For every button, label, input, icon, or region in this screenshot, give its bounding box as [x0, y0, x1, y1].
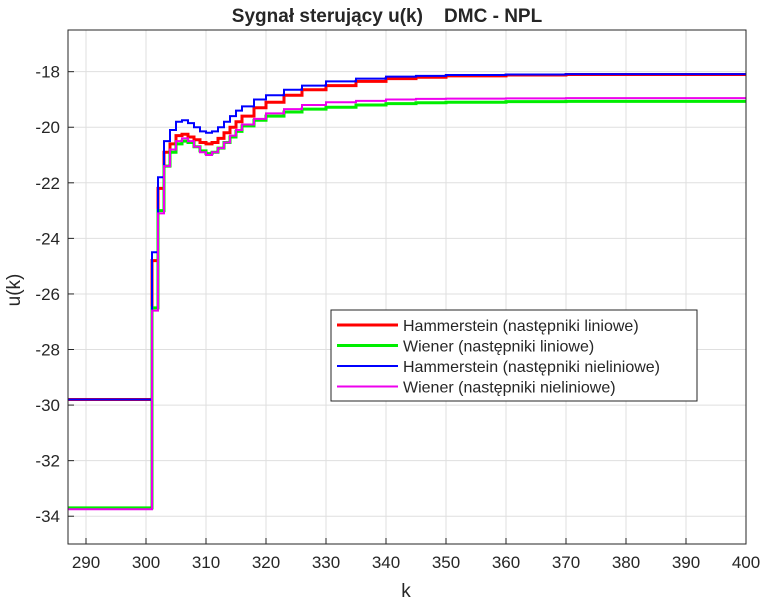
series-line-4 [68, 97, 746, 511]
y-tick-label: -22 [35, 174, 60, 193]
y-tick-label: -32 [35, 452, 60, 471]
x-tick-label: 290 [72, 553, 100, 572]
x-tick-label: 380 [612, 553, 640, 572]
x-tick-label: 330 [312, 553, 340, 572]
axes-frame [67, 29, 747, 545]
y-tick-label: -34 [35, 507, 60, 526]
series-line-1 [68, 72, 746, 402]
y-axis-label: u(k) [4, 274, 25, 307]
y-tick-label: -26 [35, 285, 60, 304]
plot-area [67, 29, 747, 545]
y-tick-label: -28 [35, 341, 60, 360]
x-tick-label: 350 [432, 553, 460, 572]
x-tick-label: 310 [192, 553, 220, 572]
x-tick-label: 390 [672, 553, 700, 572]
axes-box [67, 29, 747, 545]
x-tick-label: 300 [132, 553, 160, 572]
x-tick-label: 320 [252, 553, 280, 572]
legend-label-3: Hammerstein (następniki nieliniowe) [403, 359, 660, 376]
y-tick-label: -20 [35, 118, 60, 137]
x-tick-label: 340 [372, 553, 400, 572]
legend-label-4: Wiener (następniki nieliniowe) [403, 380, 616, 397]
legend-label-2: Wiener (następniki liniowe) [403, 339, 594, 356]
x-tick-label: 370 [552, 553, 580, 572]
x-tick-label: 400 [732, 553, 760, 572]
series-line-3 [68, 73, 746, 401]
legend-label-1: Hammerstein (następniki liniowe) [403, 318, 639, 335]
x-tick-label: 360 [492, 553, 520, 572]
series-layer [68, 72, 746, 511]
y-tick-label: -30 [35, 396, 60, 415]
legend: Hammerstein (następniki liniowe) Wiener (… [330, 309, 698, 402]
x-axis-label: k [401, 581, 411, 602]
chart-title: Sygnał sterujący u(k) DMC - NPL [232, 6, 543, 27]
y-tick-labels: -34 -32 -30 -28 -26 -24 -22 -20 -18 [35, 63, 60, 527]
x-tick-labels: 290 300 310 320 330 340 350 360 370 380 390 400 [72, 553, 760, 572]
y-tick-label: -18 [35, 63, 60, 82]
y-tick-label: -24 [35, 229, 60, 248]
